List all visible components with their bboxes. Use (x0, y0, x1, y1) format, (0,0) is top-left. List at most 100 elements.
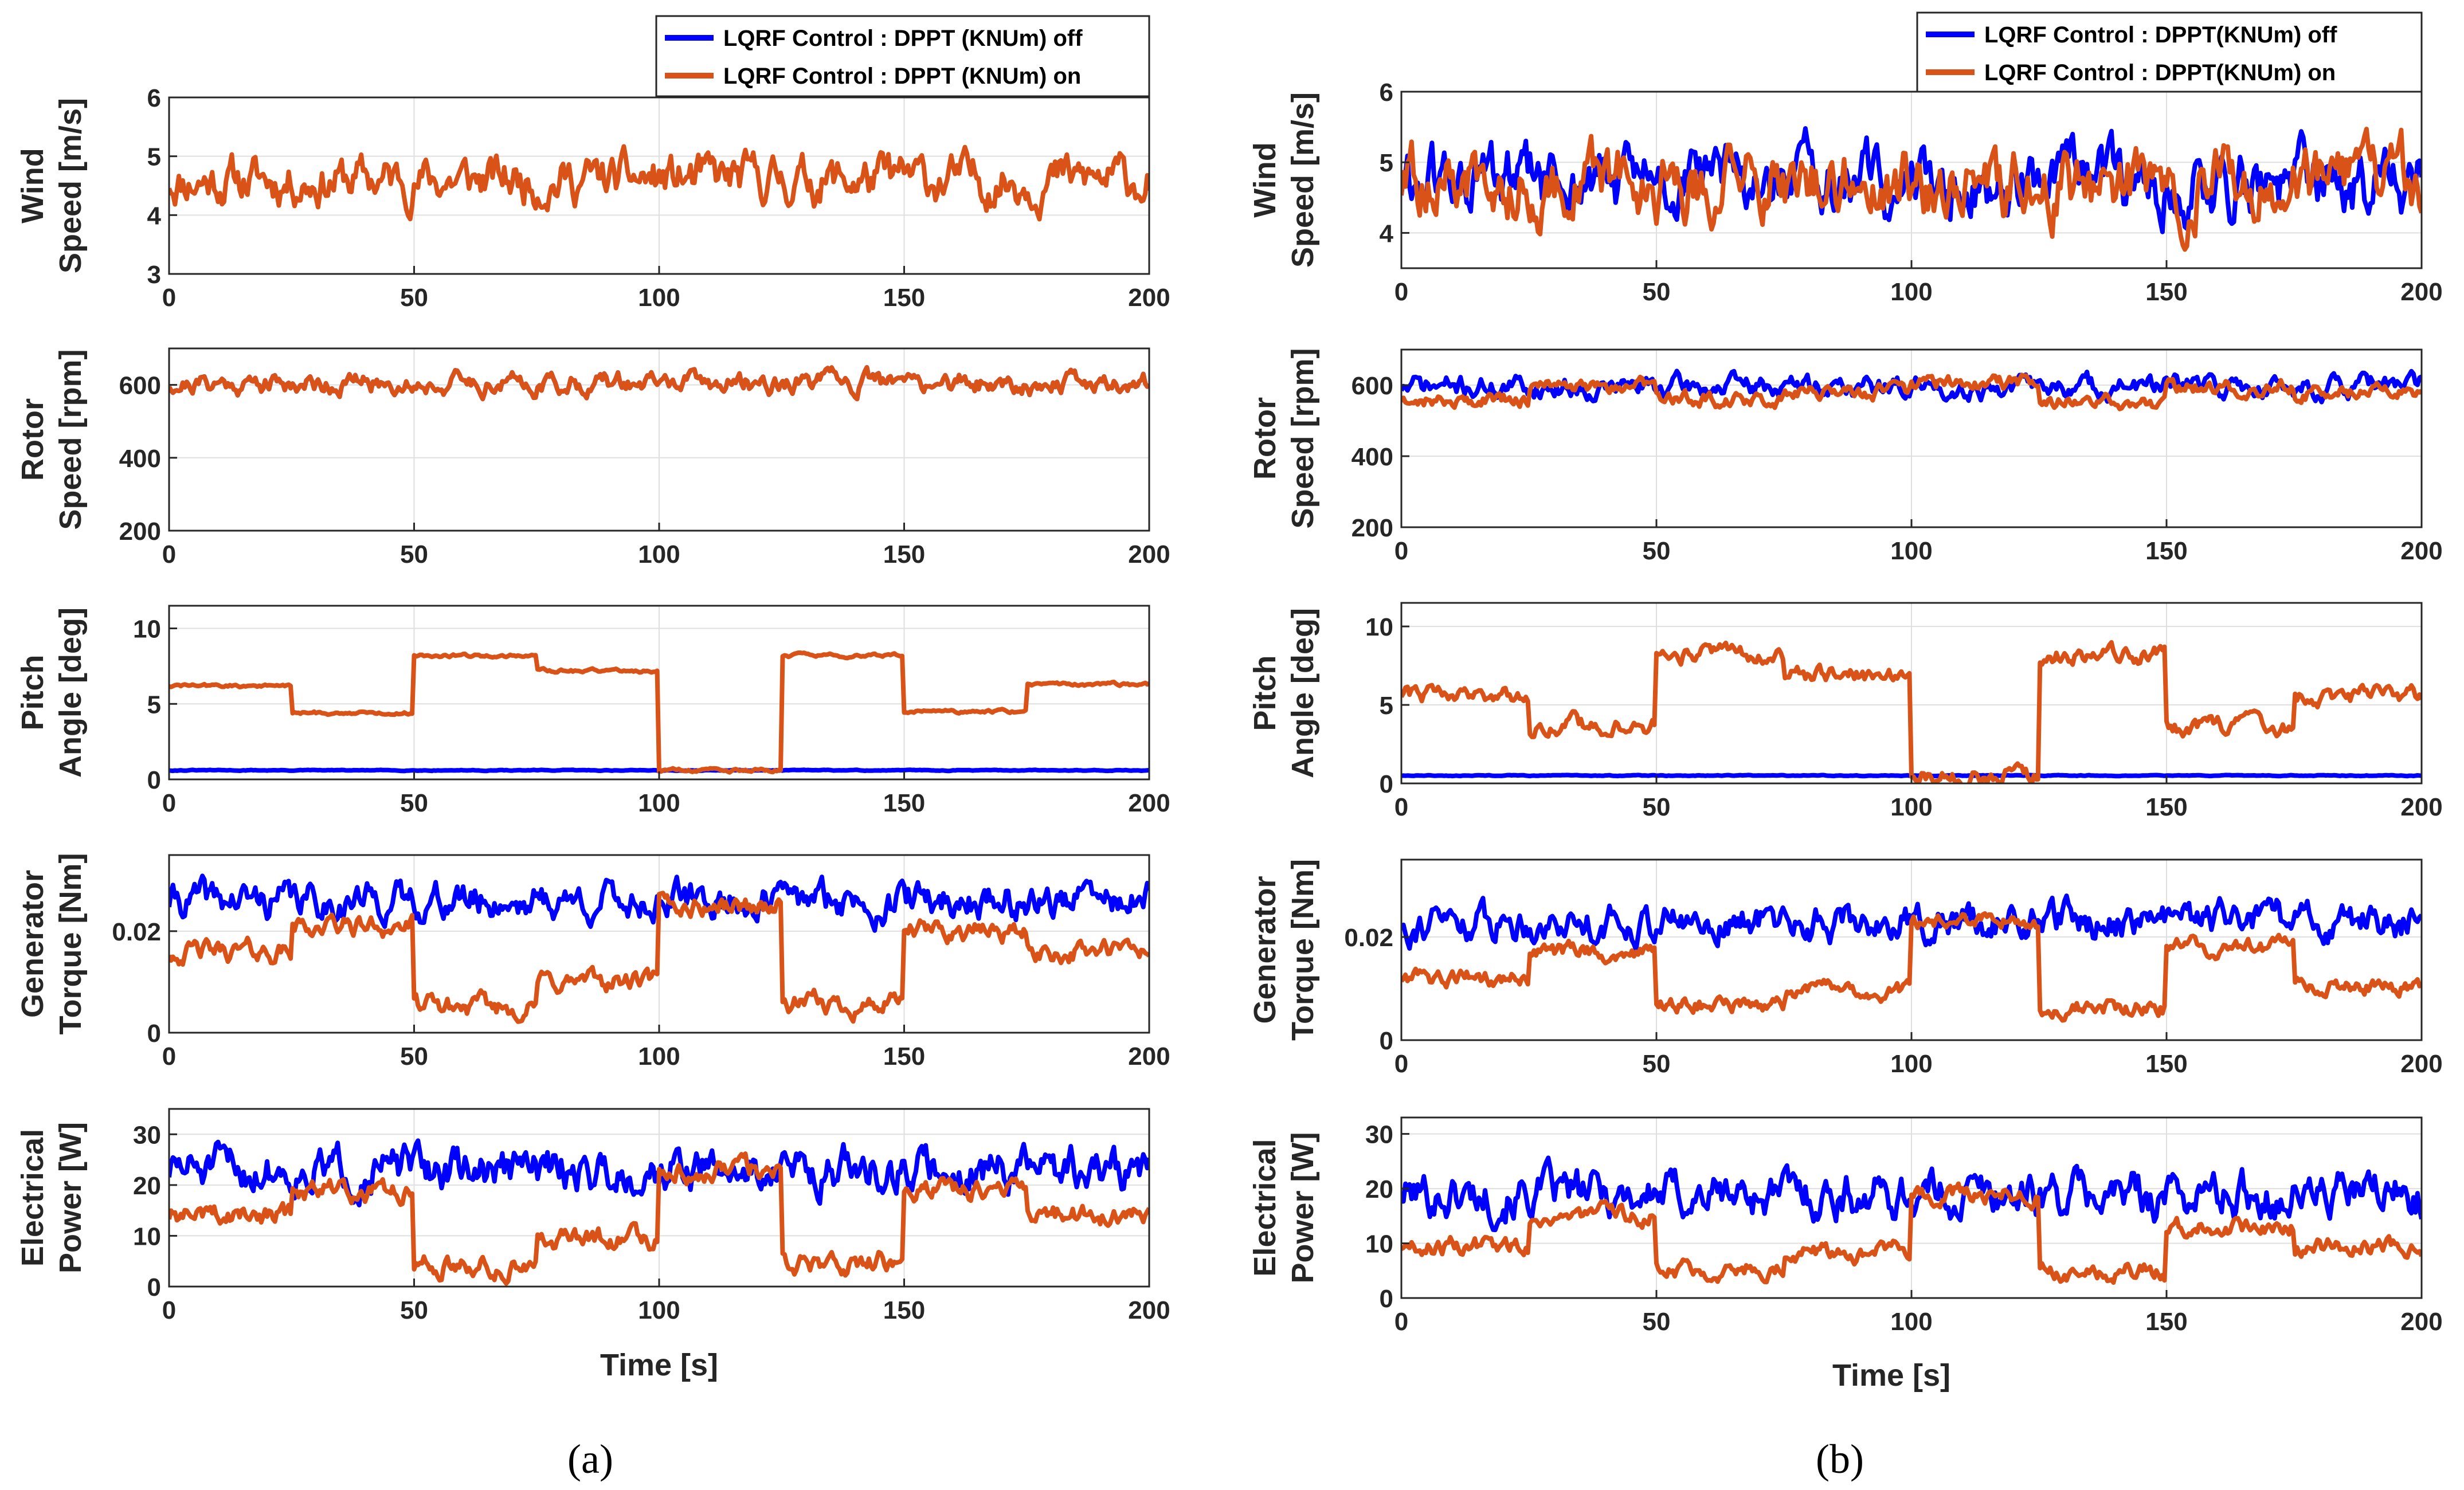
subplot-b-2: 0 50 100 150 200 200 400 600 Rotor Speed [rpm] (1248, 348, 2443, 565)
x-tick-label: 100 (1890, 1308, 1932, 1336)
y-tick-label: 0 (1380, 1285, 1393, 1313)
panel-b-legend: LQRF Control : DPPT(KNUm) off LQRF Contr… (1916, 11, 2423, 94)
x-tick-label: 200 (1128, 789, 1170, 817)
x-tick-label: 0 (162, 540, 176, 568)
y-tick-label: 0 (147, 1273, 161, 1301)
x-tick-label: 50 (400, 1042, 428, 1071)
panel-b-caption: (b) (1816, 1436, 1864, 1482)
x-tick-label: 100 (1890, 1050, 1932, 1078)
y-axis-label: Wind Speed [m/s] (15, 98, 88, 273)
x-tick-label: 0 (1394, 793, 1408, 821)
y-tick-label: 400 (119, 445, 161, 473)
y-tick-label: 5 (147, 143, 161, 171)
x-tick-label: 100 (1890, 793, 1932, 821)
y-tick-label: 20 (1365, 1175, 1393, 1203)
x-tick-label: 100 (1890, 278, 1932, 306)
subplot-a-4: 0 50 100 150 200 0 0.02 Generator Torque [Nm] (15, 853, 1170, 1071)
y-tick-label: 0.02 (1344, 924, 1393, 952)
series-line-on (1401, 372, 2422, 411)
y-tick-label: 10 (1365, 1230, 1393, 1258)
x-tick-label: 50 (1643, 278, 1671, 306)
x-tick-label: 150 (883, 540, 925, 568)
series-line-on (1401, 1181, 2422, 1285)
x-tick-label: 200 (2400, 793, 2442, 821)
x-tick-label: 150 (2145, 537, 2187, 565)
subplot-b-5: 0 50 100 150 200 0 10 20 30 Electrical Power [W] (1248, 1116, 2443, 1336)
y-tick-label: 5 (1380, 149, 1393, 177)
y-tick-label: 10 (133, 615, 161, 644)
x-tick-label: 0 (162, 789, 176, 817)
y-tick-label: 10 (1365, 613, 1393, 641)
legend-box (655, 15, 1150, 97)
legend-label-off: LQRF Control : DPPT(KNUm) off (1984, 22, 2337, 48)
y-tick-label: 30 (133, 1121, 161, 1149)
x-tick-label: 0 (1394, 537, 1408, 565)
x-tick-label: 0 (1394, 1050, 1408, 1078)
legend-box (1916, 11, 2423, 94)
y-axis-label: Rotor Speed [rpm] (1248, 348, 1320, 528)
y-tick-label: 3 (147, 261, 161, 289)
x-tick-label: 150 (2145, 793, 2187, 821)
series-line-on (1401, 127, 2422, 252)
y-tick-label: 6 (147, 84, 161, 112)
y-tick-label: 400 (1352, 443, 1393, 471)
y-tick-label: 4 (1380, 219, 1394, 248)
legend-label-on: LQRF Control : DPPT (KNUm) on (723, 64, 1081, 89)
x-tick-label: 50 (1643, 1308, 1671, 1336)
y-tick-label: 0.02 (112, 918, 161, 946)
x-tick-label: 200 (2400, 278, 2442, 306)
subplot-b-3: 0 50 100 150 200 0 5 10 Pitch Angle [deg] (1248, 602, 2443, 821)
subplot-a-5: 0 50 100 150 200 0 10 20 30 Electrical Power [W] (15, 1108, 1170, 1324)
x-tick-label: 200 (1128, 1296, 1170, 1324)
panel-b-xlabel: Time [s] (1832, 1358, 1950, 1393)
y-tick-label: 5 (147, 691, 161, 719)
x-tick-label: 200 (1128, 1042, 1170, 1071)
series-line-on (1401, 911, 2422, 1023)
x-tick-label: 150 (883, 789, 925, 817)
x-tick-label: 150 (883, 1296, 925, 1324)
y-axis-label: Electrical Power [W] (15, 1122, 88, 1273)
y-tick-label: 20 (133, 1172, 161, 1200)
series-line-on (169, 1151, 1149, 1286)
x-tick-label: 50 (400, 284, 428, 312)
subplot-a-2: 0 50 100 150 200 200 400 600 Rotor Speed [rpm] (15, 347, 1170, 568)
x-tick-label: 200 (2400, 1050, 2442, 1078)
x-tick-label: 100 (638, 1296, 680, 1324)
subplot-b-1: 0 50 100 150 200 4 5 6 Wind Speed [m/s] (1248, 79, 2443, 306)
x-tick-label: 100 (638, 1042, 680, 1071)
x-tick-label: 50 (400, 789, 428, 817)
x-tick-label: 150 (883, 284, 925, 312)
x-tick-label: 0 (162, 1042, 176, 1071)
legend-label-on: LQRF Control : DPPT(KNUm) on (1984, 60, 2336, 85)
series-line-on (169, 365, 1149, 402)
x-tick-label: 50 (400, 1296, 428, 1324)
subplot-a-1: 0 50 100 150 200 3 4 5 6 Wind Speed [m/s] (15, 84, 1170, 312)
y-tick-label: 600 (119, 372, 161, 400)
x-tick-label: 200 (1128, 540, 1170, 568)
y-axis-label: Pitch Angle [deg] (1248, 608, 1320, 778)
y-axis-label: Generator Torque [Nm] (15, 853, 88, 1035)
x-tick-label: 100 (638, 284, 680, 312)
y-axis-label: Generator Torque [Nm] (1248, 859, 1320, 1041)
y-tick-label: 5 (1380, 692, 1393, 720)
subplot-a-3: 0 50 100 150 200 0 5 10 Pitch Angle [deg] (15, 605, 1170, 817)
y-tick-label: 0 (1380, 770, 1393, 798)
panel-a-xlabel: Time [s] (600, 1348, 718, 1382)
x-tick-label: 50 (1643, 537, 1671, 565)
y-tick-label: 200 (1352, 514, 1393, 542)
x-tick-label: 0 (1394, 278, 1408, 306)
panel-a-caption: (a) (567, 1436, 613, 1482)
x-tick-label: 150 (2145, 1050, 2187, 1078)
x-tick-label: 0 (1394, 1308, 1408, 1336)
y-tick-label: 4 (147, 202, 162, 230)
panel-a-legend: LQRF Control : DPPT (KNUm) off LQRF Cont… (655, 15, 1150, 97)
x-tick-label: 200 (1128, 284, 1170, 312)
x-tick-label: 50 (1643, 1050, 1671, 1078)
y-tick-label: 0 (147, 1020, 161, 1048)
y-axis-label: Rotor Speed [rpm] (15, 349, 88, 530)
series-line-on (169, 891, 1149, 1024)
x-tick-label: 100 (638, 789, 680, 817)
y-axis-label: Pitch Angle [deg] (15, 607, 88, 778)
x-tick-label: 100 (638, 540, 680, 568)
